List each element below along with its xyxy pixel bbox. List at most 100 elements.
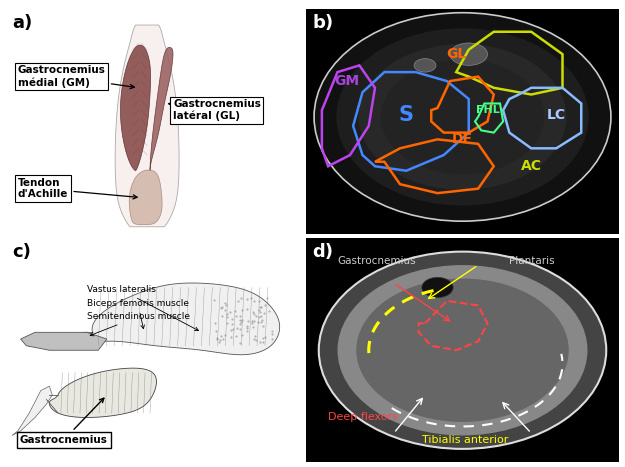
Point <box>217 312 227 319</box>
Point <box>249 310 259 318</box>
Text: a): a) <box>12 14 32 32</box>
Point <box>222 310 232 318</box>
Point <box>231 333 241 340</box>
Point <box>234 312 244 320</box>
Text: Gastrocnemius: Gastrocnemius <box>338 255 416 266</box>
Polygon shape <box>115 25 179 227</box>
Text: Biceps femoris muscle: Biceps femoris muscle <box>87 299 189 329</box>
Ellipse shape <box>356 278 569 422</box>
Point <box>249 297 259 305</box>
Point <box>267 336 277 343</box>
Point <box>220 299 230 307</box>
Text: FHL: FHL <box>476 105 499 115</box>
Ellipse shape <box>381 60 544 174</box>
Point <box>226 326 236 334</box>
Text: d): d) <box>312 243 334 261</box>
Point <box>226 333 236 340</box>
Point <box>236 318 246 326</box>
Point <box>251 332 261 340</box>
Point <box>236 295 246 302</box>
Point <box>267 327 277 335</box>
Point <box>222 319 232 327</box>
Text: Tendon
d'Achille: Tendon d'Achille <box>18 178 138 199</box>
Point <box>246 295 256 302</box>
Point <box>260 302 270 309</box>
Polygon shape <box>12 386 52 435</box>
Ellipse shape <box>314 13 611 221</box>
Point <box>221 301 231 308</box>
Text: AC: AC <box>521 159 542 173</box>
Text: Gastrocnemius: Gastrocnemius <box>20 398 107 445</box>
Ellipse shape <box>359 44 566 190</box>
Point <box>237 306 247 313</box>
Text: S: S <box>399 105 414 125</box>
Polygon shape <box>49 368 156 417</box>
Point <box>242 323 252 330</box>
Point <box>217 303 227 311</box>
Point <box>212 336 222 343</box>
Point <box>234 339 244 346</box>
Text: Deep flexors: Deep flexors <box>328 412 398 423</box>
Text: b): b) <box>312 14 334 32</box>
Point <box>214 339 224 346</box>
Point <box>264 307 274 314</box>
Point <box>267 330 277 338</box>
Ellipse shape <box>450 43 488 65</box>
Point <box>262 294 272 302</box>
Point <box>256 304 266 311</box>
Ellipse shape <box>319 252 606 449</box>
Point <box>247 319 257 326</box>
Point <box>254 306 264 313</box>
Point <box>247 318 257 325</box>
Ellipse shape <box>336 28 589 205</box>
Point <box>260 333 270 340</box>
Point <box>215 336 225 343</box>
Point <box>216 332 226 340</box>
Point <box>256 318 266 325</box>
Point <box>222 314 232 321</box>
Point <box>209 296 219 304</box>
Text: DF: DF <box>452 132 473 146</box>
Ellipse shape <box>414 59 436 72</box>
Point <box>216 304 226 311</box>
Point <box>210 319 220 326</box>
Point <box>259 309 269 317</box>
Point <box>232 324 242 332</box>
Text: Vastus lateralis: Vastus lateralis <box>87 285 199 331</box>
Point <box>251 336 261 343</box>
Point <box>249 317 259 325</box>
Point <box>229 307 239 314</box>
Point <box>253 318 263 326</box>
Point <box>254 313 264 320</box>
Point <box>225 308 235 316</box>
Point <box>227 320 237 328</box>
Point <box>235 325 245 333</box>
Point <box>212 335 222 342</box>
Point <box>254 297 264 304</box>
Text: Plantaris: Plantaris <box>509 255 555 266</box>
Point <box>231 312 241 320</box>
Point <box>237 332 247 339</box>
Point <box>259 338 269 345</box>
Point <box>256 339 266 346</box>
Text: c): c) <box>12 243 31 261</box>
Point <box>237 317 247 324</box>
Point <box>242 305 252 313</box>
Point <box>242 324 252 332</box>
Point <box>249 335 259 342</box>
Point <box>248 324 258 331</box>
Text: LC: LC <box>547 108 566 122</box>
Point <box>235 321 245 328</box>
Point <box>255 309 265 316</box>
Polygon shape <box>129 170 162 225</box>
Polygon shape <box>121 45 151 171</box>
Point <box>258 322 268 329</box>
Point <box>211 327 221 334</box>
Point <box>217 335 227 343</box>
Text: Semitendinous muscle: Semitendinous muscle <box>87 312 190 336</box>
Text: Gastrocnemius
médial (GM): Gastrocnemius médial (GM) <box>18 65 134 89</box>
Point <box>228 325 238 333</box>
Ellipse shape <box>338 265 588 435</box>
Polygon shape <box>150 47 173 171</box>
Point <box>221 332 231 339</box>
